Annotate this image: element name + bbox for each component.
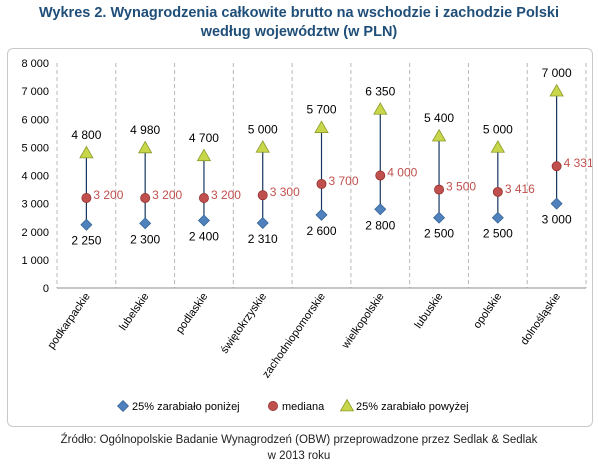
high-quartile-point xyxy=(255,140,270,153)
high-quartile-label: 7 000 xyxy=(542,66,572,80)
y-tick-label: 6 000 xyxy=(21,114,49,126)
median-label: 3 416 xyxy=(505,182,535,196)
low-quartile-label: 2 500 xyxy=(483,227,513,241)
high-quartile-point xyxy=(490,140,506,153)
x-category-label: wielkopolskie xyxy=(339,291,387,352)
median-point xyxy=(375,170,386,181)
low-quartile-label: 2 800 xyxy=(365,218,395,232)
median-point xyxy=(551,161,562,172)
high-quartile-label: 4 700 xyxy=(189,131,219,145)
median-point xyxy=(434,184,445,195)
low-quartile-label: 3 000 xyxy=(542,213,572,227)
low-quartile-point xyxy=(139,217,152,230)
high-quartile-point xyxy=(137,140,153,154)
y-tick-label: 0 xyxy=(43,283,49,295)
high-quartile-label: 5 000 xyxy=(483,122,513,136)
median-point xyxy=(257,190,268,201)
low-quartile-label: 2 250 xyxy=(71,234,101,248)
median-label: 4 331 xyxy=(564,156,592,170)
median-label: 3 200 xyxy=(152,188,182,202)
x-category-label: lubelskie xyxy=(117,291,151,333)
high-quartile-label: 5 000 xyxy=(248,122,278,136)
median-point xyxy=(492,186,503,197)
median-point xyxy=(316,178,327,189)
low-quartile-label: 2 400 xyxy=(189,230,219,244)
high-quartile-label: 5 700 xyxy=(306,103,336,117)
median-label: 3 200 xyxy=(211,188,241,202)
low-quartile-point xyxy=(256,217,269,230)
high-quartile-label: 6 350 xyxy=(365,84,395,98)
legend-item-high: 25% zarabiało powyżej xyxy=(356,401,469,413)
median-label: 3 500 xyxy=(446,180,476,194)
low-quartile-point xyxy=(433,211,446,224)
high-quartile-label: 4 800 xyxy=(71,128,101,142)
median-label: 4 000 xyxy=(387,166,417,180)
source-line-1: Źródło: Ogólnopolskie Badanie Wynagrodze… xyxy=(60,434,538,446)
y-tick-label: 8 000 xyxy=(21,58,49,70)
y-tick-label: 2 000 xyxy=(21,227,49,239)
high-quartile-point xyxy=(549,83,564,97)
chart-title-line-1: Wykres 2. Wynagrodzenia całkowite brutto… xyxy=(39,5,559,21)
legend-marker-triangle xyxy=(339,398,355,412)
median-label: 3 700 xyxy=(329,174,359,188)
median-point xyxy=(140,193,151,203)
median-label: 3 300 xyxy=(270,185,300,199)
high-quartile-point xyxy=(196,148,212,162)
high-quartile-point xyxy=(79,145,94,159)
low-quartile-label: 2 500 xyxy=(424,227,454,241)
y-tick-label: 3 000 xyxy=(21,199,49,211)
low-quartile-point xyxy=(197,214,210,227)
y-tick-label: 5 000 xyxy=(21,142,49,154)
high-quartile-point xyxy=(373,102,388,115)
x-category-label: podlaskie xyxy=(174,291,210,336)
low-quartile-label: 2 600 xyxy=(306,224,336,238)
low-quartile-point xyxy=(491,211,504,224)
legend-marker-diamond xyxy=(117,400,129,412)
y-tick-label: 1 000 xyxy=(21,255,49,267)
high-quartile-point xyxy=(431,128,447,142)
median-label: 3 200 xyxy=(93,188,123,202)
x-category-label: świętokrzyskie xyxy=(219,291,269,356)
y-tick-label: 7 000 xyxy=(21,86,49,98)
x-category-label: opolskie xyxy=(471,291,504,331)
low-quartile-point xyxy=(80,218,93,231)
x-category-label: lubuskie xyxy=(413,291,446,331)
source-note: Źródło: Ogólnopolskie Badanie Wynagrodze… xyxy=(0,432,598,464)
low-quartile-label: 2 300 xyxy=(130,232,160,246)
chart-area: 0 1 000 2 000 3 000 4 000 5 000 6 000 7 000 8 00… xyxy=(7,48,593,427)
chart-title-line-2: według województw (w PLN) xyxy=(200,24,398,40)
chart-title: Wykres 2. Wynagrodzenia całkowite brutto… xyxy=(0,4,598,42)
y-tick-label: 4 000 xyxy=(21,171,49,183)
low-quartile-point xyxy=(374,203,387,216)
high-quartile-point xyxy=(314,120,329,133)
legend-item-median: mediana xyxy=(282,401,325,413)
source-line-2: w 2013 roku xyxy=(267,450,331,462)
high-quartile-label: 5 400 xyxy=(424,111,454,125)
legend-marker-circle xyxy=(268,401,278,411)
legend-item-low: 25% zarabiało poniżej xyxy=(132,401,240,413)
x-category-label: podkarpackie xyxy=(45,291,92,351)
low-quartile-label: 2 310 xyxy=(248,232,278,246)
x-category-label: zachodniopomorskie xyxy=(260,291,328,381)
median-point xyxy=(198,193,209,203)
low-quartile-point xyxy=(315,208,328,221)
chart-svg: 0 1 000 2 000 3 000 4 000 5 000 6 000 7 000 8 00… xyxy=(21,58,592,413)
x-category-label: dolnośląskie xyxy=(519,291,564,347)
high-quartile-label: 4 980 xyxy=(130,123,160,137)
median-point xyxy=(81,193,92,203)
low-quartile-point xyxy=(550,197,563,210)
